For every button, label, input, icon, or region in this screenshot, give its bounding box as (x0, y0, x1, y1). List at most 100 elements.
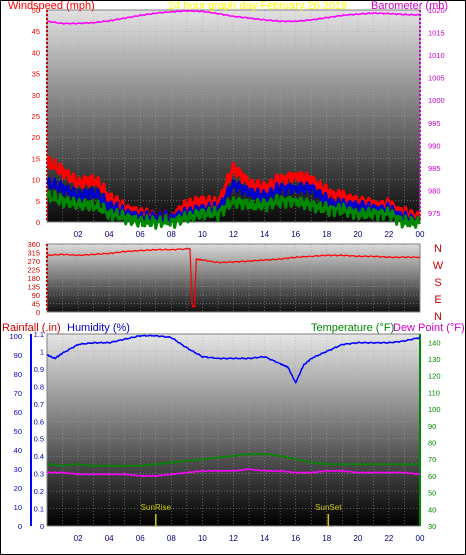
barometer-tick-label: 1010 (428, 51, 445, 60)
temperature-tick-label: 100 (428, 405, 441, 414)
wind-series (46, 9, 421, 230)
rainfall-tick-label: 100 (9, 332, 22, 341)
direction-tick-label: 270 (27, 257, 40, 266)
humidity-tick-label: 0.8 (34, 382, 44, 391)
hour-tick-label: 18 (322, 534, 331, 543)
windspeed-tick-label: 35 (32, 70, 40, 79)
direction-tick-label: 45 (32, 300, 40, 309)
hour-tick-label: 10 (198, 534, 207, 543)
sun-event-label: SunRise (141, 503, 172, 512)
windspeed-tick-label: 20 (32, 133, 40, 142)
wind-direction-line (46, 247, 421, 308)
temperature-series (46, 334, 421, 478)
gust-wind-line (46, 156, 421, 226)
barometer-tick-label: 985 (428, 164, 441, 173)
sun-event-label: SunSet (315, 503, 342, 512)
rainfall-tick-label: 90 (14, 351, 22, 360)
low-wind-line (46, 189, 421, 230)
humidity-tick-label: 0.9 (34, 365, 44, 374)
temperature-tick-label: 70 (428, 455, 436, 464)
humidity-tick-label: 1.1 (34, 330, 44, 339)
humidity-ticks: 0 0.1 0.2 0.3 0.4 0.5 0.6 0.7 0.8 0.9 1 1.1 (34, 330, 44, 531)
humidity-tick-label: 0.3 (34, 470, 44, 479)
barometer-tick-label: 980 (428, 186, 441, 195)
windspeed-axis-label: Windspeed (mph) (8, 0, 95, 12)
temperature-axis-label: Temperature (°F) (311, 322, 394, 334)
humidity-line (46, 334, 421, 384)
direction-grid (47, 244, 420, 312)
hour-tick-label: 20 (353, 534, 362, 543)
barometer-tick-label: 990 (428, 141, 441, 150)
hour-tick-label: 06 (136, 534, 145, 543)
hour-tick-label: 22 (384, 230, 393, 239)
dewpoint-line (46, 468, 420, 478)
direction-tick-label: 135 (27, 283, 40, 292)
barometer-tick-label: 1020 (428, 6, 445, 15)
barometer-tick-label: 1015 (428, 29, 445, 38)
hour-tick-label: 06 (136, 230, 145, 239)
average-wind-line (46, 176, 421, 228)
temperature-tick-label: 50 (428, 489, 436, 498)
humidity-tick-label: 0.4 (34, 452, 44, 461)
windspeed-ticks: 0 5 10 15 20 25 30 35 40 45 50 (32, 6, 40, 227)
hour-tick-label: 18 (322, 230, 331, 239)
hour-tick-label: 12 (229, 534, 238, 543)
rainfall-axis-label: Rainfall (.in) (2, 322, 61, 334)
humidity-tick-label: 0.2 (34, 487, 44, 496)
windspeed-tick-label: 30 (32, 91, 40, 100)
rainfall-ticks: 0 10 20 30 40 50 60 70 80 90 100 (9, 332, 22, 531)
hour-tick-label: 16 (291, 534, 300, 543)
barometer-axis-label: Barometer (mb) (371, 0, 448, 12)
windspeed-tick-label: 5 (36, 197, 40, 206)
wind-x-ticks: 02 04 06 08 10 12 14 16 18 20 22 00 (74, 230, 425, 239)
rainfall-tick-label: 20 (14, 484, 22, 493)
rainfall-tick-label: 80 (14, 370, 22, 379)
humidity-tick-label: 0.1 (34, 505, 44, 514)
hour-tick-label: 02 (74, 230, 83, 239)
rainfall-tick-label: 60 (14, 408, 22, 417)
temperature-tick-label: 140 (428, 338, 441, 347)
humidity-tick-label: 0.6 (34, 417, 44, 426)
direction-tick-label: 225 (27, 266, 40, 275)
compass-label: S (434, 277, 441, 289)
direction-tick-label: 180 (27, 274, 40, 283)
hour-tick-label: 08 (167, 230, 176, 239)
direction-tick-label: 0 (36, 308, 40, 317)
humidity-axis-label: Humidity (%) (67, 322, 130, 334)
humidity-tick-label: 0 (40, 522, 44, 531)
hour-tick-label: 02 (74, 534, 83, 543)
hour-tick-label: 20 (353, 230, 362, 239)
hour-tick-label: 14 (260, 534, 269, 543)
hour-tick-label: 10 (198, 230, 207, 239)
barometer-tick-label: 995 (428, 119, 441, 128)
windspeed-tick-label: 25 (32, 112, 40, 121)
hour-tick-label: 00 (416, 534, 425, 543)
hour-tick-label: 12 (229, 230, 238, 239)
rainfall-tick-label: 70 (14, 389, 22, 398)
hour-tick-label: 04 (105, 534, 114, 543)
hour-tick-label: 00 (416, 230, 425, 239)
barometer-tick-label: 1000 (428, 96, 445, 105)
rainfall-tick-label: 0 (18, 522, 22, 531)
hour-tick-label: 08 (167, 534, 176, 543)
direction-tick-label: 315 (27, 249, 40, 258)
compass-label: W (433, 260, 444, 272)
compass-label: E (434, 294, 441, 306)
temperature-tick-label: 130 (428, 355, 441, 364)
hour-tick-label: 04 (105, 230, 114, 239)
humidity-tick-label: 0.7 (34, 400, 44, 409)
rainfall-tick-label: 50 (14, 427, 22, 436)
rainfall-tick-label: 40 (14, 446, 22, 455)
compass-label: N (434, 311, 442, 323)
windspeed-tick-label: 40 (32, 48, 40, 57)
dewpoint-axis-label: Dew Point (°F) (393, 322, 465, 334)
compass-label: N (434, 243, 442, 255)
hour-tick-label: 14 (260, 230, 269, 239)
temperature-tick-label: 80 (428, 439, 436, 448)
hour-tick-label: 16 (291, 230, 300, 239)
barometer-ticks: 975 980 985 990 995 1000 1005 1010 1015 1020 (428, 6, 445, 218)
temperature-tick-label: 40 (428, 505, 436, 514)
